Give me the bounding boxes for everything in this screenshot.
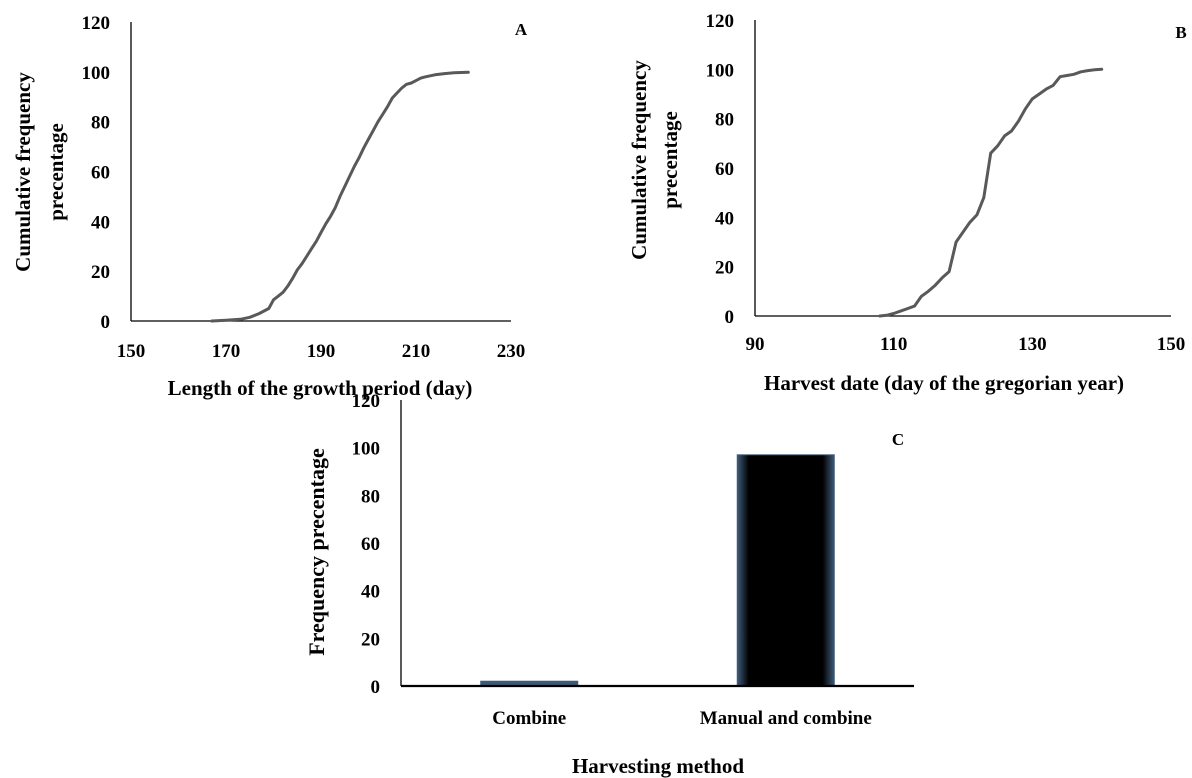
chart-b-y-tick-label: 40: [715, 208, 734, 229]
chart-a-x-axis-title: Length of the growth period (day): [168, 376, 473, 400]
chart-b-y-tick-label: 120: [706, 11, 735, 32]
chart-a-y-tick-label: 100: [82, 63, 111, 84]
chart-c-y-tick-label: 40: [361, 582, 380, 603]
chart-a-y-axis-title-line2: precentage: [44, 123, 68, 221]
chart-a-panel-label: A: [515, 20, 528, 39]
chart-b-y-tick-label: 0: [725, 307, 735, 328]
chart-a-series-line: [210, 70, 470, 323]
chart-b-panel-label: B: [1175, 23, 1186, 42]
chart-c-y-tick-label: 100: [352, 439, 381, 460]
chart-a-x-tick-label: 210: [402, 341, 431, 362]
chart-c-y-tick-label: 0: [371, 677, 381, 698]
chart-a-x-tick-label: 170: [212, 341, 241, 362]
chart-a-x-tick-label: 190: [307, 341, 336, 362]
chart-a-y-axis-title-line1: Cumulative frequency: [11, 72, 35, 272]
chart-b-series-line: [878, 67, 1104, 318]
chart-b-x-axis-title: Harvest date (day of the gregorian year): [764, 371, 1124, 395]
chart-c-panel-label: C: [892, 430, 904, 449]
chart-c-bar: [736, 454, 835, 687]
chart-b-y-axis-title-line1: Cumulative frequency: [627, 60, 651, 260]
chart-a-x-tick-label: 150: [117, 341, 146, 362]
chart-c-y-tick-label: 20: [361, 629, 380, 650]
chart-a-y-tick-label: 20: [91, 262, 110, 283]
chart-b-y-tick-label: 100: [706, 60, 735, 81]
chart-b-y-tick-label: 60: [715, 159, 734, 180]
chart-c-y-tick-label: 120: [352, 391, 381, 412]
chart-b-y-axis-title-line2: precentage: [658, 111, 682, 209]
chart-c-x-axis-title: Harvesting method: [572, 754, 744, 778]
chart-a-y-tick-label: 80: [91, 113, 110, 134]
chart-c-category-label: Combine: [492, 708, 566, 729]
chart-a-x-tick-label: 230: [497, 341, 526, 362]
chart-b-x-tick-label: 150: [1157, 334, 1186, 355]
chart-b-y-tick-label: 20: [715, 258, 734, 279]
chart-a-y-tick-label: 0: [101, 312, 111, 333]
chart-c-y-tick-label: 60: [361, 534, 380, 555]
chart-a-y-tick-label: 120: [82, 13, 111, 34]
chart-b-x-tick-label: 130: [1018, 334, 1047, 355]
chart-a-y-tick-label: 40: [91, 212, 110, 233]
chart-a-y-tick-label: 60: [91, 163, 110, 184]
chart-c-y-tick-label: 80: [361, 486, 380, 507]
chart-c-category-label: Manual and combine: [700, 708, 872, 729]
chart-b-y-tick-label: 80: [715, 110, 734, 131]
chart-b-x-tick-label: 110: [880, 334, 907, 355]
chart-c-y-axis-title: Frequency precentage: [304, 448, 329, 656]
chart-b-x-tick-label: 90: [746, 334, 765, 355]
